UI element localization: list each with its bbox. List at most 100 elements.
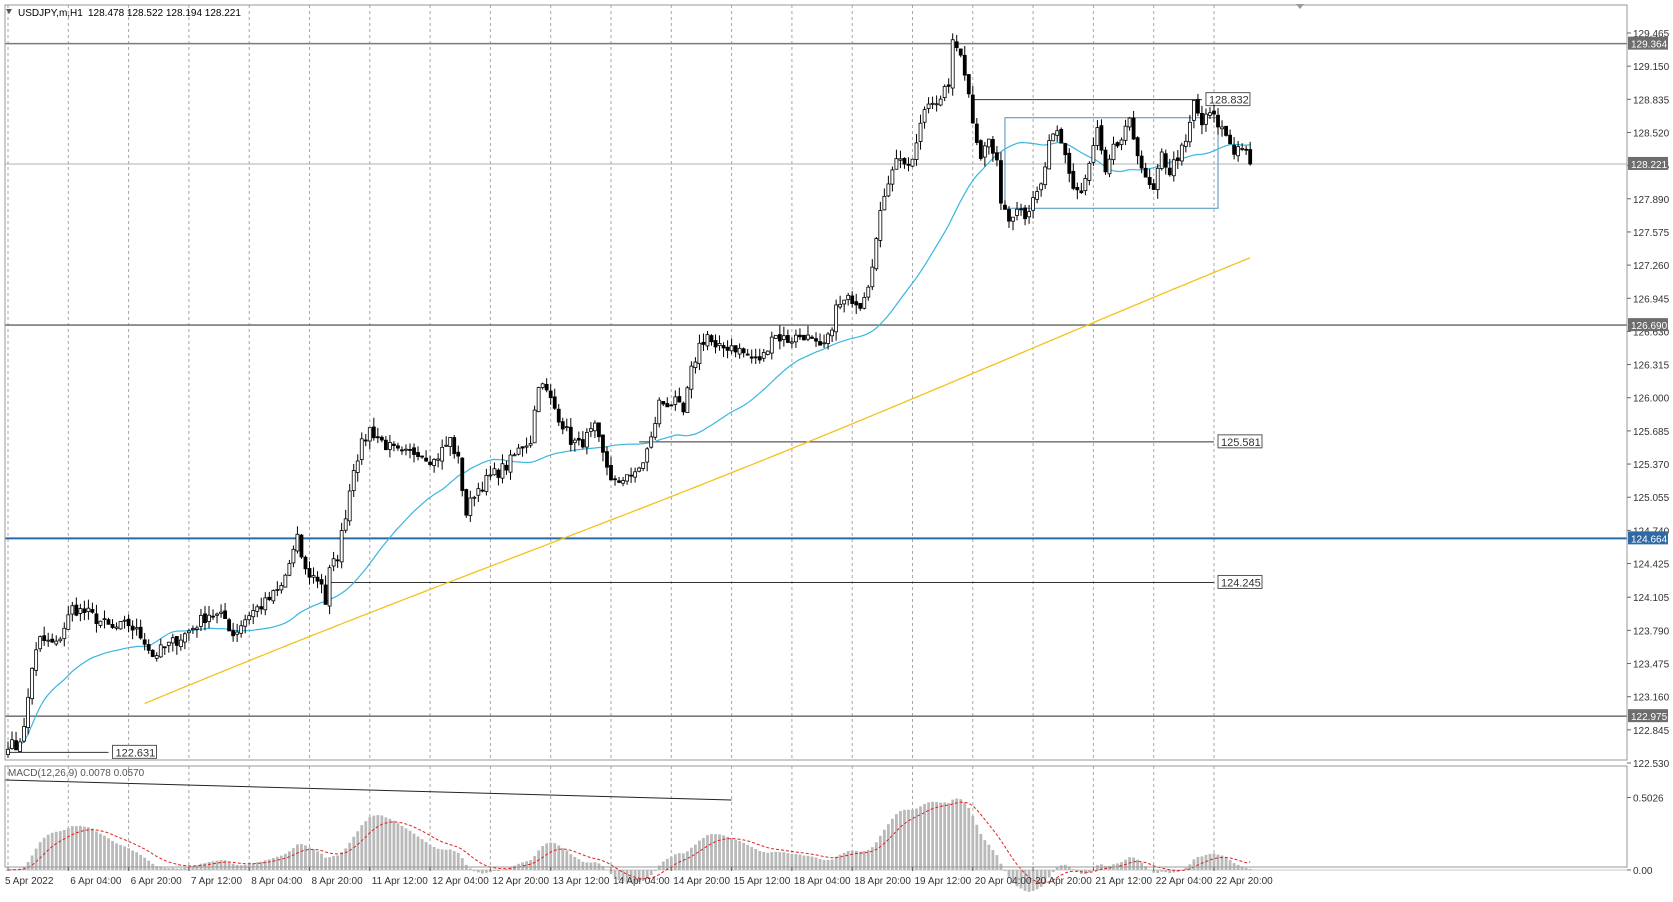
candle-body	[15, 741, 18, 750]
candle-body	[147, 645, 150, 651]
x-tick-label: 12 Apr 04:00	[432, 876, 489, 887]
candle-body	[525, 446, 528, 447]
macd-histogram-bar	[903, 810, 906, 870]
candle-body	[742, 349, 745, 353]
candle-body	[895, 159, 898, 170]
macd-histogram-bar	[384, 817, 387, 870]
candle-body	[292, 549, 295, 563]
candle-body	[798, 335, 801, 337]
candle-body	[469, 498, 472, 515]
macd-histogram-bar	[1197, 857, 1200, 870]
candle-body	[618, 481, 621, 483]
candle-body	[935, 104, 938, 105]
ohlc-label: 128.478 128.522 128.194 128.221	[88, 8, 241, 19]
candle-body	[1217, 115, 1220, 127]
candle-body	[1213, 111, 1216, 114]
candle-body	[376, 437, 379, 438]
macd-histogram-bar	[795, 854, 798, 870]
price-tag-label: 124.664	[1631, 534, 1668, 545]
candle-body	[537, 388, 540, 412]
candle-body	[642, 463, 645, 469]
candle-body	[1040, 184, 1043, 190]
candle-body	[187, 631, 190, 633]
macd-histogram-bar	[1140, 863, 1143, 870]
candle-body	[843, 300, 846, 304]
candle-body	[19, 742, 22, 752]
macd-histogram-bar	[606, 870, 609, 871]
y-tick-label: 124.425	[1633, 560, 1670, 571]
x-tick-label: 15 Apr 12:00	[734, 876, 791, 887]
candle-body	[835, 305, 838, 332]
candle-body	[264, 598, 267, 610]
macd-histogram-bar	[545, 843, 548, 870]
candle-body	[951, 40, 954, 88]
macd-histogram-bar	[553, 843, 556, 870]
macd-histogram-bar	[372, 816, 375, 870]
macd-histogram-bar	[710, 834, 713, 870]
price-tag-label: 122.975	[1631, 712, 1668, 723]
candle-body	[851, 296, 854, 304]
candle-body	[304, 557, 307, 569]
candle-body	[1156, 168, 1159, 189]
candle-body	[670, 405, 673, 406]
macd-histogram-bar	[477, 870, 480, 872]
macd-histogram-bar	[943, 802, 946, 870]
macd-histogram-bar	[304, 845, 307, 870]
candle-body	[493, 469, 496, 475]
macd-histogram-bar	[730, 838, 733, 870]
candle-body	[348, 491, 351, 521]
candle-body	[131, 626, 134, 630]
macd-histogram-bar	[1164, 870, 1167, 872]
macd-histogram-bar	[55, 832, 58, 870]
macd-histogram-bar	[1160, 870, 1163, 872]
candle-body	[1003, 205, 1006, 209]
macd-histogram-bar	[368, 817, 371, 870]
macd-histogram-bar	[726, 837, 729, 870]
macd-histogram-bar	[594, 862, 597, 870]
candle-body	[228, 620, 231, 631]
macd-histogram-bar	[167, 868, 170, 870]
candle-body	[1233, 145, 1236, 154]
macd-histogram-bar	[971, 816, 974, 870]
macd-histogram-bar	[590, 863, 593, 870]
candle-body	[392, 444, 395, 445]
y-tick-label: 128.835	[1633, 95, 1670, 106]
candle-body	[899, 159, 902, 160]
candle-body	[296, 534, 299, 551]
macd-histogram-bar	[827, 860, 830, 870]
macd-histogram-bar	[83, 827, 86, 870]
candle-body	[195, 628, 198, 629]
segment-label: 124.245	[1221, 577, 1261, 589]
candle-body	[1172, 160, 1175, 176]
y-tick-label: 123.790	[1633, 626, 1670, 637]
candle-body	[662, 401, 665, 404]
candle-body	[987, 139, 990, 147]
candle-body	[123, 620, 126, 621]
macd-histogram-bar	[179, 868, 182, 870]
candle-body	[694, 362, 697, 368]
macd-histogram-bar	[328, 857, 331, 870]
macd-histogram-bar	[1052, 870, 1055, 872]
macd-histogram-bar	[1168, 870, 1171, 873]
candle-body	[159, 645, 162, 657]
candle-body	[831, 330, 834, 336]
candle-body	[300, 535, 303, 557]
candle-body	[360, 439, 363, 460]
candle-body	[634, 472, 637, 477]
macd-histogram-bar	[397, 823, 400, 870]
candle-body	[232, 631, 235, 636]
macd-histogram-bar	[87, 827, 90, 870]
macd-histogram-bar	[296, 844, 299, 870]
candle-body	[778, 335, 781, 341]
macd-histogram-bar	[1193, 859, 1196, 870]
candle-body	[622, 481, 625, 484]
macd-histogram-bar	[220, 860, 223, 870]
candle-body	[939, 99, 942, 105]
candle-body	[27, 697, 30, 727]
candle-body	[179, 640, 182, 647]
candle-body	[433, 459, 436, 465]
macd-histogram-bar	[119, 845, 122, 870]
candle-body	[991, 139, 994, 153]
